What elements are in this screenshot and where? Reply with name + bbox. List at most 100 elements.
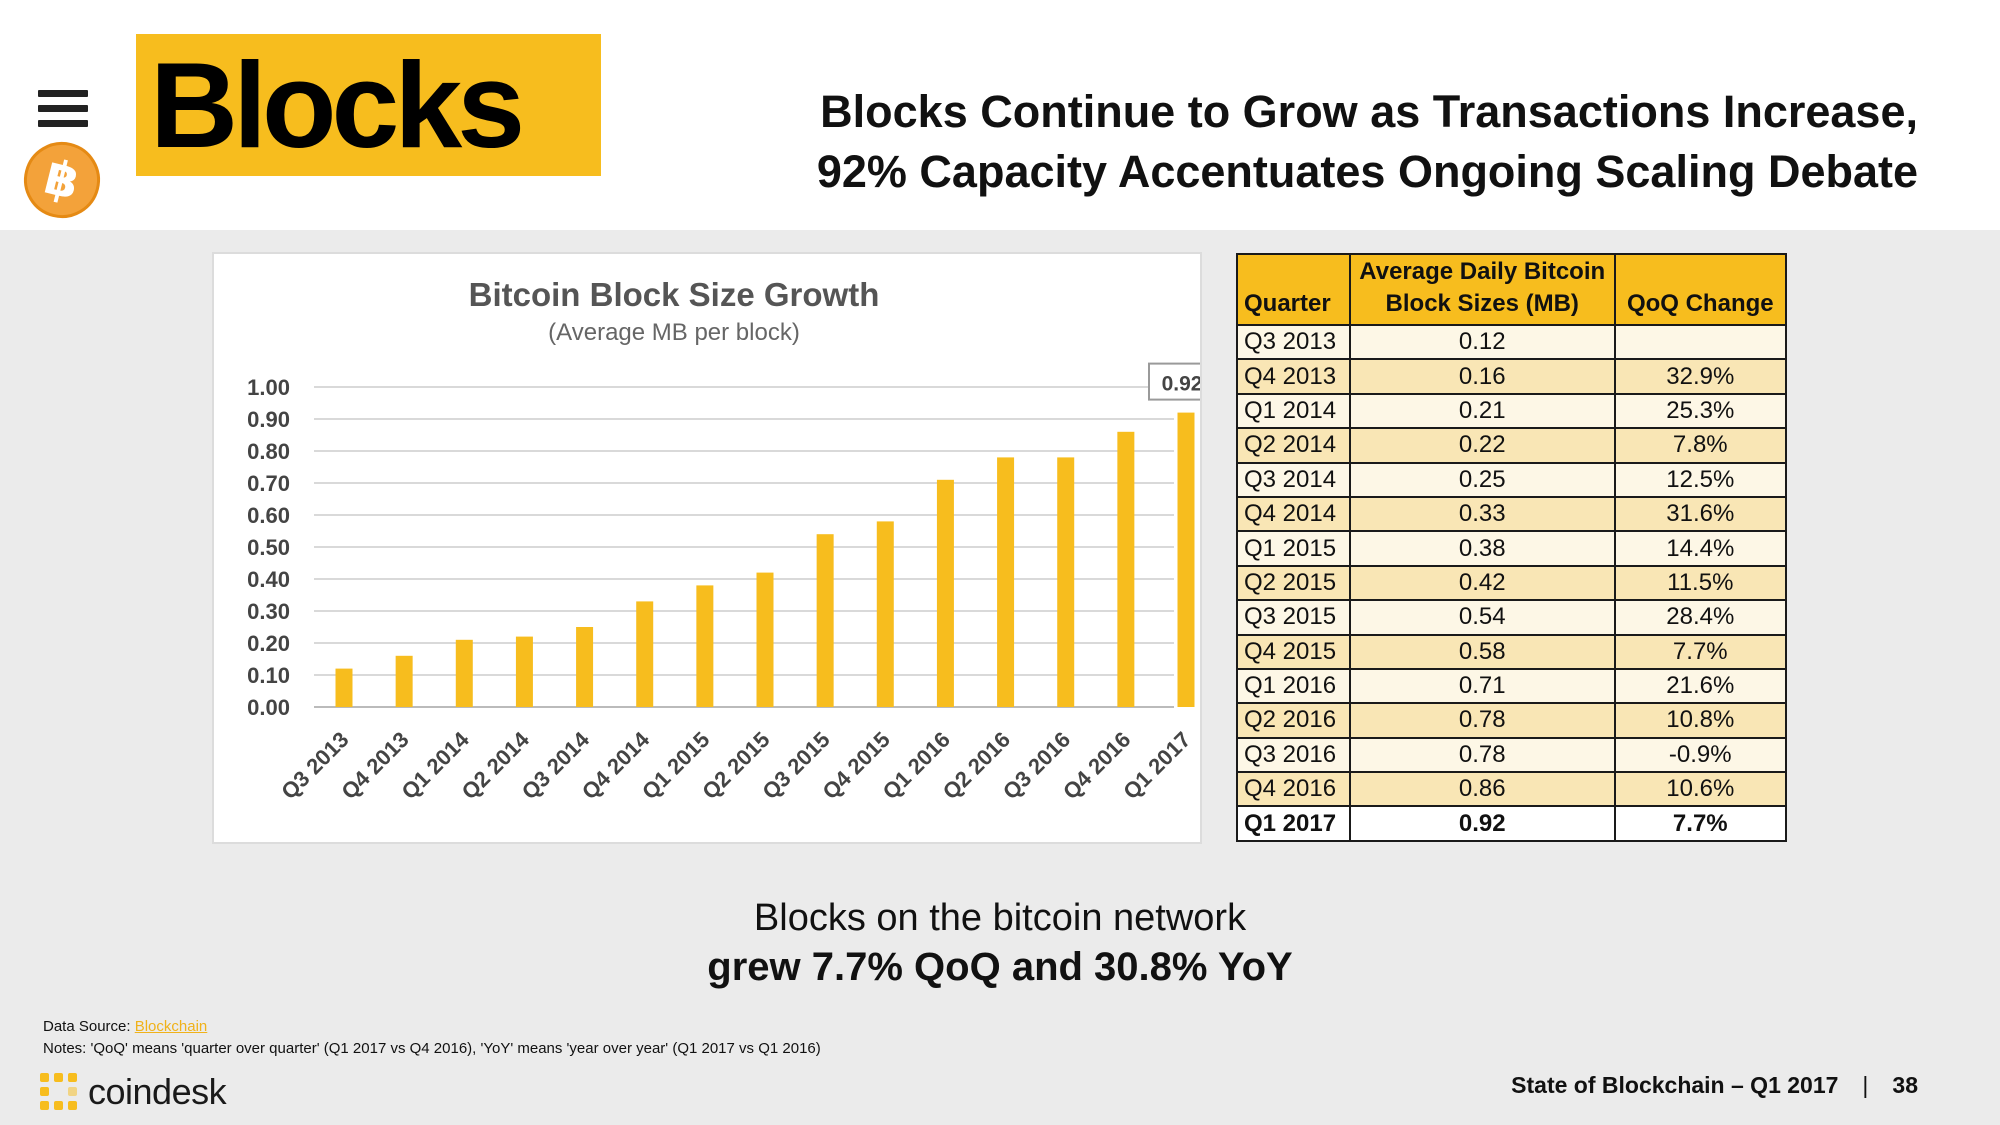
y-tick-label: 0.70	[247, 471, 290, 496]
cell-quarter: Q1 2016	[1236, 667, 1351, 705]
bar	[395, 655, 413, 707]
cell-block-size: 0.12	[1348, 323, 1616, 361]
cell-quarter: Q4 2014	[1236, 495, 1351, 533]
cell-quarter: Q3 2015	[1236, 599, 1351, 636]
cell-qoq-change: 7.7%	[1613, 633, 1788, 670]
cell-block-size: 0.25	[1348, 461, 1616, 498]
callout-box	[1148, 362, 1200, 401]
summary-line-1: Blocks on the bitcoin network	[753, 897, 1247, 939]
page-number: 38	[1892, 1072, 1918, 1098]
data-source-label: Data Source:	[43, 1018, 131, 1035]
cell-block-size: 0.78	[1348, 702, 1616, 739]
header-block-size: Average Daily Bitcoin Block Sizes (MB)	[1348, 253, 1616, 326]
table-row: Q2 2014 0.22 7.8%	[1236, 427, 1788, 464]
coindesk-logo-icon	[40, 1073, 78, 1111]
table-header-row: Quarter Average Daily Bitcoin Block Size…	[1236, 253, 1788, 326]
chart-subtitle: (Average MB per block)	[548, 319, 800, 346]
bar	[756, 572, 774, 707]
bar	[576, 627, 594, 707]
table-row: Q1 2017 0.92 7.7%	[1236, 805, 1788, 842]
footer-separator: |	[1862, 1072, 1869, 1098]
coindesk-brand[interactable]: coindesk	[40, 1070, 227, 1114]
y-tick-label: 0.20	[247, 631, 290, 656]
cell-qoq-change: 10.8%	[1613, 702, 1788, 739]
chart-card: Bitcoin Block Size Growth (Average MB per…	[212, 252, 1202, 844]
summary-line-2: grew 7.7% QoQ and 30.8% YoY	[707, 945, 1293, 989]
table-row: Q3 2015 0.54 28.4%	[1236, 599, 1788, 636]
cell-qoq-change: 25.3%	[1613, 392, 1788, 430]
cell-qoq-change: 12.5%	[1613, 461, 1788, 498]
y-tick-label: 0.80	[247, 439, 290, 464]
bar	[696, 585, 714, 707]
cell-quarter: Q4 2013	[1236, 358, 1351, 395]
bar	[636, 601, 654, 707]
table-row: Q3 2016 0.78 -0.9%	[1236, 736, 1788, 774]
y-tick-label: 0.30	[247, 599, 290, 624]
cell-qoq-change: 10.6%	[1613, 771, 1788, 808]
data-source: Data Source: Blockchain	[43, 1018, 207, 1035]
menu-icon[interactable]	[38, 90, 88, 128]
table-row: Q4 2014 0.33 31.6%	[1236, 495, 1788, 533]
footer-right: State of Blockchain – Q1 2017 | 38	[1511, 1072, 1918, 1099]
cell-block-size: 0.71	[1348, 667, 1616, 705]
y-tick-label: 0.60	[247, 503, 290, 528]
cell-block-size: 0.42	[1348, 564, 1616, 602]
cell-block-size: 0.86	[1348, 771, 1616, 808]
y-tick-label: 0.90	[247, 407, 290, 432]
bar	[816, 534, 834, 707]
table-row: Q1 2014 0.21 25.3%	[1236, 392, 1788, 430]
y-tick-label: 0.00	[247, 695, 290, 720]
bar	[1117, 431, 1135, 707]
cell-qoq-change: 31.6%	[1613, 495, 1788, 533]
table-row: Q4 2013 0.16 32.9%	[1236, 358, 1788, 395]
cell-block-size: 0.92	[1348, 805, 1616, 842]
table-row: Q4 2016 0.86 10.6%	[1236, 771, 1788, 808]
header-quarter: Quarter	[1236, 253, 1351, 326]
brand-name: coindesk	[88, 1071, 227, 1112]
cell-qoq-change: -0.9%	[1613, 736, 1788, 774]
slide-header: ฿ Blocks Blocks Continue to Grow as Tran…	[0, 0, 2000, 230]
data-source-link[interactable]: Blockchain	[134, 1018, 208, 1035]
y-tick-label: 0.10	[247, 663, 290, 688]
cell-qoq-change: 7.8%	[1613, 427, 1788, 464]
bar	[876, 521, 894, 707]
cell-quarter: Q3 2014	[1236, 461, 1351, 498]
cell-block-size: 0.33	[1348, 495, 1616, 533]
notes: Notes: 'QoQ' means 'quarter over quarter…	[43, 1040, 821, 1057]
cell-quarter: Q1 2014	[1236, 392, 1351, 430]
y-tick-label: 0.50	[247, 535, 290, 560]
bitcoin-icon: ฿	[15, 133, 109, 227]
bar	[515, 636, 533, 707]
chart-title: Bitcoin Block Size Growth	[469, 276, 880, 313]
bar	[455, 639, 473, 707]
callout-label: 0.92	[1162, 373, 1200, 396]
table-row: Q4 2015 0.58 7.7%	[1236, 633, 1788, 670]
cell-quarter: Q3 2013	[1236, 323, 1351, 361]
bar	[997, 457, 1015, 707]
cell-block-size: 0.58	[1348, 633, 1616, 670]
cell-qoq-change: 32.9%	[1613, 358, 1788, 395]
table-row: Q1 2016 0.71 21.6%	[1236, 667, 1788, 705]
cell-block-size: 0.22	[1348, 427, 1616, 464]
cell-block-size: 0.38	[1348, 530, 1616, 567]
cell-quarter: Q2 2015	[1236, 564, 1351, 602]
cell-block-size: 0.78	[1348, 736, 1616, 774]
headline-line-2: 92% Capacity Accentuates Ongoing Scaling…	[816, 146, 1918, 197]
cell-quarter: Q4 2016	[1236, 771, 1351, 808]
cell-block-size: 0.21	[1348, 392, 1616, 430]
cell-quarter: Q2 2016	[1236, 702, 1351, 739]
cell-quarter: Q3 2016	[1236, 736, 1351, 774]
table-row: Q3 2014 0.25 12.5%	[1236, 461, 1788, 498]
block-size-table: Quarter Average Daily Bitcoin Block Size…	[1236, 253, 1788, 842]
cell-quarter: Q1 2017	[1236, 805, 1351, 842]
headline: Blocks Continue to Grow as Transactions …	[817, 82, 1918, 202]
cell-quarter: Q4 2015	[1236, 633, 1351, 670]
cell-qoq-change	[1613, 323, 1788, 361]
section-title-box: Blocks	[136, 34, 601, 176]
cell-qoq-change: 21.6%	[1613, 667, 1788, 705]
cell-block-size: 0.54	[1348, 599, 1616, 636]
y-tick-label: 0.40	[247, 567, 290, 592]
cell-qoq-change: 14.4%	[1613, 530, 1788, 567]
header-qoq-change: QoQ Change	[1613, 253, 1788, 326]
bar	[1057, 457, 1075, 707]
